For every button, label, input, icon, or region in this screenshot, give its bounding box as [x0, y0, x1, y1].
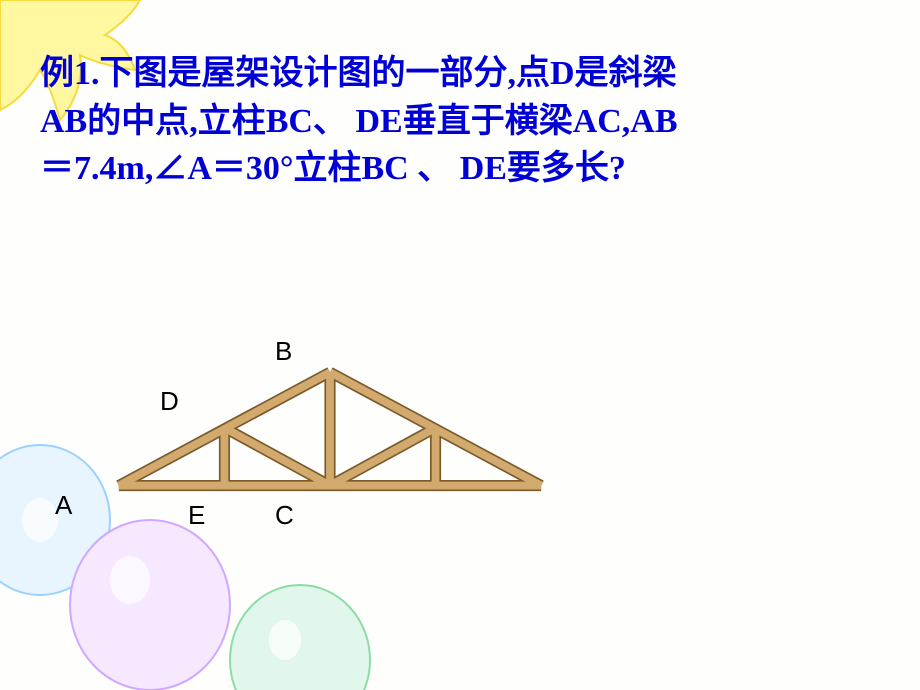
problem-statement: 例1.下图是屋架设计图的一部分,点D是斜梁 AB的中点,立柱BC、 DE垂直于横… [40, 50, 880, 193]
truss-diagram [80, 330, 580, 530]
vertex-label-c: C [275, 500, 294, 531]
vertex-label-e: E [188, 500, 205, 531]
vertex-label-b: B [275, 336, 292, 367]
vertex-label-d: D [160, 386, 179, 417]
vertex-label-a: A [55, 490, 72, 521]
problem-line-2: AB的中点,立柱BC、 DE垂直于横梁AC,AB [40, 103, 678, 140]
problem-line-1: 例1.下图是屋架设计图的一部分,点D是斜梁 [40, 55, 677, 92]
problem-line-3: ＝7.4m,∠A＝30°立柱BC 、 DE要多长? [40, 150, 626, 187]
